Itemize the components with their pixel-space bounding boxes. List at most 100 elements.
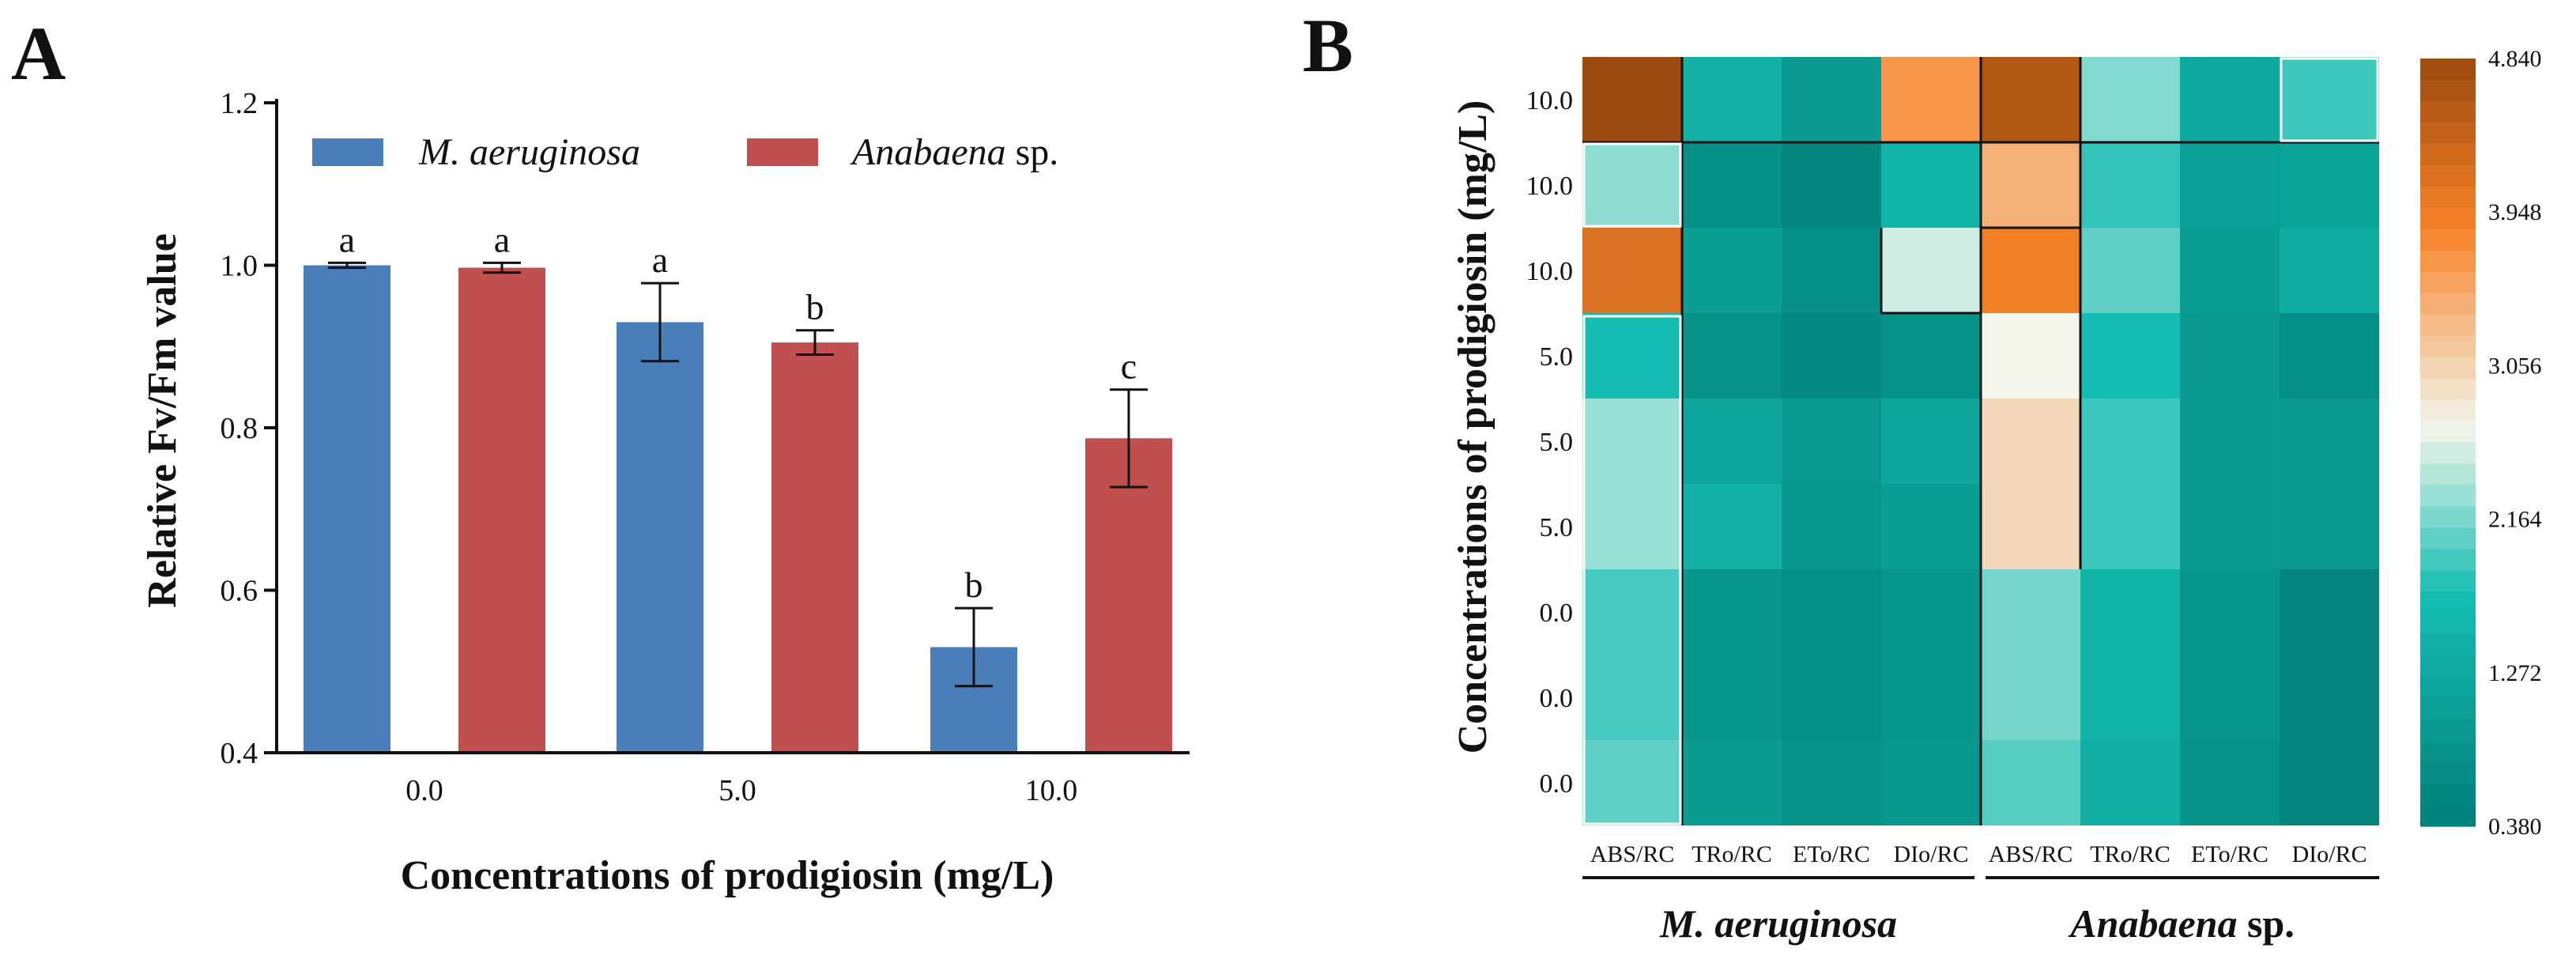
heatmap-cell [2080, 484, 2180, 569]
heatmap-cell [1682, 142, 1782, 228]
y-tick-label: 1.2 [221, 87, 258, 120]
heatmap-cell [1582, 484, 1682, 569]
heatmap-cell [1881, 484, 1981, 569]
group-label-rest: sp. [2237, 901, 2294, 946]
legend-label: M. aeruginosa [418, 131, 640, 173]
bar-anabaena-2 [1085, 438, 1172, 753]
heatmap-cell [2180, 569, 2280, 655]
heatmap-cell [1981, 313, 2080, 399]
heatmap-cell [1582, 313, 1682, 399]
bar-chart-y-axis-title: Relative Fv/Fm value [140, 233, 185, 608]
y-tick-label: 0.6 [221, 575, 258, 608]
error-bar-0-2 [955, 606, 993, 688]
colorbar-step [2420, 549, 2476, 571]
heatmap-cell [1881, 228, 1981, 313]
group-label: M. aeruginosa [1659, 901, 1897, 946]
significance-letter: b [965, 565, 983, 605]
heatmap-cell [1582, 228, 1682, 313]
heatmap-cell [1782, 655, 1881, 740]
heatmap-cell [1881, 313, 1981, 399]
colorbar-step [2420, 591, 2476, 614]
heatmap-cell [1682, 313, 1782, 399]
y-tick-label: 0.8 [221, 412, 258, 445]
colorbar-step [2420, 485, 2476, 508]
heatmap-row-label: 10.0 [1526, 172, 1574, 201]
significance-letter: a [339, 219, 355, 259]
significance-letter: a [652, 240, 668, 280]
panel-a-label: A [11, 11, 66, 96]
significance-letter: b [806, 287, 824, 327]
heatmap-cell [2180, 399, 2280, 484]
heatmap-cell [2180, 142, 2280, 228]
colorbar-step [2420, 442, 2476, 465]
legend-swatch [747, 138, 818, 166]
heatmap-cell [1582, 655, 1682, 740]
heatmap-highlight [1582, 142, 1682, 228]
colorbar-step [2420, 271, 2476, 294]
heatmap-cell [1682, 57, 1782, 142]
heatmap-cell [2280, 228, 2379, 313]
heatmap-cell [1682, 569, 1782, 655]
heatmap-cell [1981, 740, 2080, 825]
colorbar-step [2420, 613, 2476, 635]
heatmap-row-label: 5.0 [1540, 428, 1574, 457]
heatmap-cell [2280, 57, 2379, 142]
x-tick-label: 0.0 [405, 774, 443, 807]
heatmap-cell [2280, 399, 2379, 484]
bar-m-aeruginosa-0 [304, 265, 390, 753]
panel-b-label: B [1303, 3, 1353, 88]
legend-label-italic: Anabaena [850, 131, 1006, 173]
heatmap-highlight [2280, 57, 2379, 142]
heatmap-cell [1981, 399, 2080, 484]
colorbar-step [2420, 506, 2476, 528]
heatmap-cell [2280, 142, 2379, 228]
heatmap-column-label: DIo/RC [1893, 841, 1968, 867]
colorbar-step [2420, 122, 2476, 145]
heatmap-cell [2080, 399, 2180, 484]
colorbar-step [2420, 164, 2476, 187]
heatmap-cell [1582, 142, 1682, 228]
error-bar-1-2 [1110, 388, 1148, 489]
heatmap-cell [1981, 142, 2080, 228]
heatmap-cell [1682, 399, 1782, 484]
legend-label-rest: sp. [1006, 131, 1059, 173]
colorbar-step [2420, 762, 2476, 784]
heatmap-cell [1782, 484, 1881, 569]
heatmap-column-label: TRo/RC [1692, 841, 1772, 867]
y-tick-label: 0.4 [221, 737, 258, 770]
colorbar-step [2420, 293, 2476, 315]
bar-chart-panel: A Relative Fv/Fm value Concentrations of… [11, 11, 1190, 898]
heatmap-cell [2080, 655, 2180, 740]
heatmap-cell [1981, 484, 2080, 569]
significance-letter: a [494, 219, 510, 259]
heatmap-column-label: ETo/RC [1793, 841, 1870, 867]
colorbar-tick-label: 3.948 [2488, 199, 2542, 225]
heatmap-column-label: ETo/RC [2191, 841, 2269, 867]
heatmap-cell [1582, 569, 1682, 655]
colorbar-step [2420, 314, 2476, 337]
colorbar-step [2420, 698, 2476, 720]
colorbar-step [2420, 741, 2476, 763]
colorbar-step [2420, 59, 2476, 81]
heatmap-cell [1682, 228, 1782, 313]
bar-anabaena-0 [458, 267, 545, 753]
heatmap-cell [1782, 57, 1881, 142]
heatmap-cell [2180, 484, 2280, 569]
heatmap-cell [2280, 569, 2379, 655]
error-bar-0-0 [328, 261, 366, 270]
colorbar-step [2420, 378, 2476, 401]
colorbar-step [2420, 677, 2476, 699]
heatmap-cell [2180, 228, 2280, 313]
bar-m-aeruginosa-1 [617, 322, 703, 753]
error-bar-0-1 [641, 281, 679, 363]
heatmap-highlight [1582, 315, 1682, 825]
colorbar-step [2420, 79, 2476, 102]
heatmap-row-label: 5.0 [1540, 513, 1574, 542]
heatmap-cell [1782, 142, 1881, 228]
heatmap-cell [1881, 399, 1981, 484]
legend-label: Anabaena sp. [850, 131, 1058, 173]
heatmap-column-label: ABS/RC [1989, 841, 2073, 867]
colorbar-step [2420, 100, 2476, 123]
heatmap-cell [1682, 655, 1782, 740]
